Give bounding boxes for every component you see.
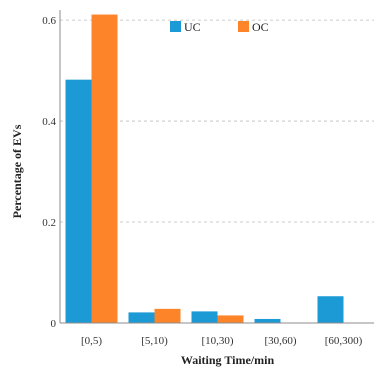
- bar-uc-1: [128, 312, 155, 323]
- legend-label-uc: UC: [184, 20, 201, 34]
- bars: [65, 14, 344, 323]
- x-tick-label: [30,60): [264, 335, 296, 347]
- y-tick-label: 0.6: [42, 15, 56, 27]
- x-tick-label: [5,10): [141, 335, 168, 347]
- gridlines: [60, 19, 374, 223]
- bar-uc-4: [317, 296, 344, 323]
- bar-uc-0: [65, 79, 92, 323]
- y-tick-label: 0.4: [42, 116, 56, 128]
- bar-uc-3: [254, 318, 281, 323]
- legend-swatch-uc: [170, 21, 181, 32]
- x-tick-labels: [0,5) [5,10) [10,30) [30,60) [60,300): [81, 335, 363, 347]
- y-tick-label: 0.2: [42, 217, 56, 229]
- x-axis-title: Waiting Time/min: [181, 353, 275, 367]
- y-tick-labels: 0 0.2 0.4 0.6: [42, 15, 56, 330]
- legend-label-oc: OC: [252, 20, 269, 34]
- bar-oc-1: [154, 308, 181, 323]
- x-tick-label: [60,300): [325, 335, 363, 347]
- y-axis-title: Percentage of EVs: [10, 124, 24, 218]
- bar-uc-2: [191, 311, 218, 323]
- bar-oc-2: [217, 315, 244, 323]
- legend-swatch-oc: [238, 21, 249, 32]
- bar-oc-0: [91, 14, 118, 323]
- x-tick-label: [0,5): [81, 335, 102, 347]
- y-tick-label: 0: [51, 318, 57, 330]
- x-tick-label: [10,30): [201, 335, 233, 347]
- legend: UC OC: [170, 20, 269, 34]
